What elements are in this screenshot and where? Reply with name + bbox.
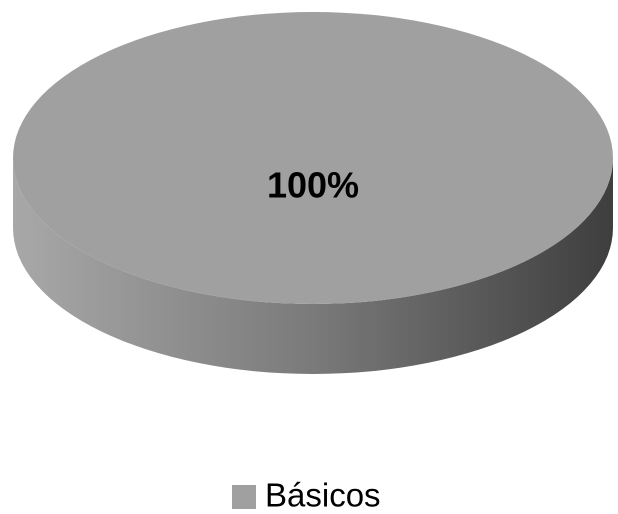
pie-slice [13,12,613,304]
pie-slice-side [13,158,613,374]
data-label: 100% [267,165,359,206]
legend-swatch [232,485,256,509]
legend-label: Básicos [265,477,381,514]
